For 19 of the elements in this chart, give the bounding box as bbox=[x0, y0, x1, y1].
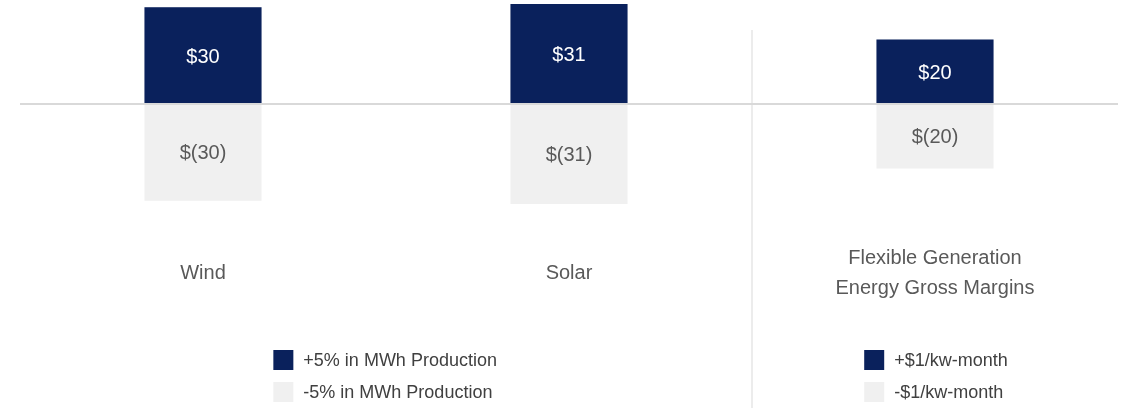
x-tick-label: Wind bbox=[180, 261, 226, 283]
data-label: $30 bbox=[186, 44, 220, 67]
bar bbox=[876, 39, 994, 104]
legend-label: -5% in MWh Production bbox=[303, 382, 493, 403]
legend-label: +$1/kw-month bbox=[894, 350, 1008, 371]
bar bbox=[510, 104, 628, 204]
x-tick-label: Flexible Generation Energy Gross Margins bbox=[835, 246, 1035, 298]
data-label: $20 bbox=[918, 60, 952, 83]
x-tick-label: Solar bbox=[545, 261, 593, 283]
legend-label: -$1/kw-month bbox=[894, 382, 1004, 403]
bar bbox=[144, 104, 262, 201]
bar bbox=[510, 4, 628, 104]
data-label: $(20) bbox=[911, 125, 959, 148]
data-label: $31 bbox=[552, 43, 586, 65]
bar bbox=[144, 7, 262, 104]
data-label: $(31) bbox=[545, 143, 593, 165]
bar bbox=[876, 104, 994, 169]
legend-label: +5% in MWh Production bbox=[303, 350, 497, 371]
data-label: $(30) bbox=[179, 141, 227, 164]
